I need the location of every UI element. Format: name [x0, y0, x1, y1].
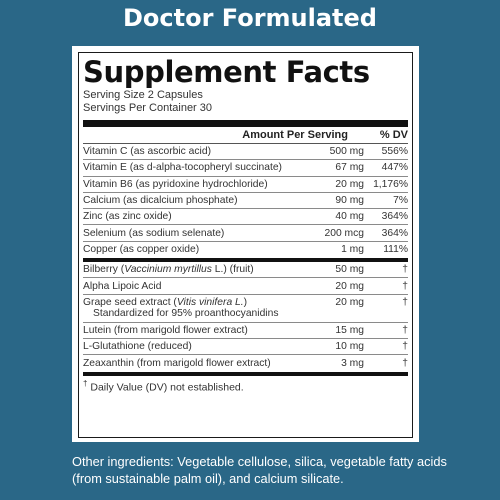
ingredient-dv: †	[402, 280, 408, 292]
footnote: † Daily Value (DV) not established.	[83, 376, 408, 394]
table-row: Zinc (as zinc oxide) 40 mg 364%	[83, 209, 408, 226]
serving-size: Serving Size 2 Capsules	[83, 89, 203, 101]
nutrient-amount: 200 mcg	[324, 227, 365, 239]
table-row: Bilberry (Vaccinium myrtillus L.) (fruit…	[83, 262, 408, 279]
section-divider	[83, 371, 408, 376]
headline: Doctor Formulated	[123, 4, 377, 32]
ingredient-dv: †	[402, 324, 408, 336]
ingredient-name: L-Glutathione (reduced)	[83, 341, 192, 353]
nutrient-amount: 20 mg	[335, 178, 364, 190]
table-row: L-Glutathione (reduced) 10 mg †	[83, 339, 408, 356]
dv-header: % DV	[379, 129, 408, 141]
ingredient-amount: 50 mg	[335, 264, 364, 276]
ingredient-amount: 15 mg	[335, 324, 364, 336]
dagger-mark: †	[83, 378, 88, 388]
nutrient-dv: 7%	[393, 195, 408, 207]
nutrient-name: Selenium (as sodium selenate)	[83, 227, 225, 239]
supplement-facts-panel: Supplement Facts Serving Size 2 Capsules…	[72, 46, 419, 442]
nutrient-amount: 90 mg	[335, 195, 364, 207]
table-row: Alpha Lipoic Acid 20 mg †	[83, 278, 408, 295]
nutrient-dv: 364%	[381, 211, 408, 223]
servings-per-container: Servings Per Container 30	[83, 102, 213, 114]
nutrient-name: Calcium (as dicalcium phosphate)	[83, 195, 238, 207]
table-row: Selenium (as sodium selenate) 200 mcg 36…	[83, 225, 408, 242]
ingredient-amount: 3 mg	[341, 357, 364, 369]
ingredient-amount: 10 mg	[335, 341, 364, 353]
table-row: Lutein (from marigold flower extract) 15…	[83, 323, 408, 339]
table-row: Calcium (as dicalcium phosphate) 90 mg 7…	[83, 193, 408, 210]
nutrient-dv: 1,176%	[373, 178, 408, 190]
nutrient-name: Vitamin B6 (as pyridoxine hydrochloride)	[83, 178, 268, 190]
nutrient-amount: 500 mg	[329, 146, 364, 158]
nutrient-dv: 447%	[381, 162, 408, 174]
amount-per-serving-header: Amount Per Serving	[242, 129, 348, 141]
nutrient-dv: 111%	[383, 244, 408, 256]
supplement-facts-box: Supplement Facts Serving Size 2 Capsules…	[78, 52, 413, 438]
nutrient-amount: 67 mg	[335, 162, 364, 174]
section-divider	[83, 258, 408, 263]
ingredient-dv: †	[402, 357, 408, 369]
ingredient-amount: 20 mg	[335, 296, 364, 308]
column-header: Amount Per Serving % DV	[83, 127, 408, 144]
ingredient-subtext: Standardized for 95% proanthocyanidins	[93, 307, 279, 319]
ingredient-name: Zeaxanthin (from marigold flower extract…	[83, 357, 271, 369]
ingredient-amount: 20 mg	[335, 280, 364, 292]
ingredient-dv: †	[402, 341, 408, 353]
nutrient-name: Vitamin C (as ascorbic acid)	[83, 146, 211, 158]
ingredient-name: Grape seed extract (Vitis vinifera L.) St…	[83, 297, 308, 320]
nutrient-dv: 364%	[381, 227, 408, 239]
ingredient-name: Bilberry (Vaccinium myrtillus L.) (fruit…	[83, 264, 254, 276]
ingredient-name: Alpha Lipoic Acid	[83, 280, 162, 292]
thick-divider	[83, 120, 408, 127]
table-row: Vitamin C (as ascorbic acid) 500 mg 556%	[83, 144, 408, 161]
nutrient-name: Vitamin E (as d-alpha-tocopheryl succina…	[83, 162, 282, 174]
nutrient-name: Zinc (as zinc oxide)	[83, 211, 172, 223]
panel-title: Supplement Facts	[83, 55, 370, 89]
nutrient-dv: 556%	[381, 146, 408, 158]
ingredient-dv: †	[402, 296, 408, 308]
table-row: Vitamin B6 (as pyridoxine hydrochloride)…	[83, 177, 408, 193]
table-row: Zeaxanthin (from marigold flower extract…	[83, 355, 408, 371]
table-row: Grape seed extract (Vitis vinifera L.) St…	[83, 295, 408, 323]
table-row: Copper (as copper oxide) 1 mg 111%	[83, 242, 408, 258]
table-row: Vitamin E (as d-alpha-tocopheryl succina…	[83, 160, 408, 177]
other-ingredients: Other ingredients: Vegetable cellulose, …	[72, 454, 447, 486]
nutrient-name: Copper (as copper oxide)	[83, 244, 200, 256]
ingredient-dv: †	[402, 264, 408, 276]
ingredient-name: Lutein (from marigold flower extract)	[83, 324, 248, 336]
footnote-text: Daily Value (DV) not established.	[87, 381, 244, 394]
nutrient-amount: 40 mg	[335, 211, 364, 223]
nutrient-amount: 1 mg	[341, 244, 364, 256]
